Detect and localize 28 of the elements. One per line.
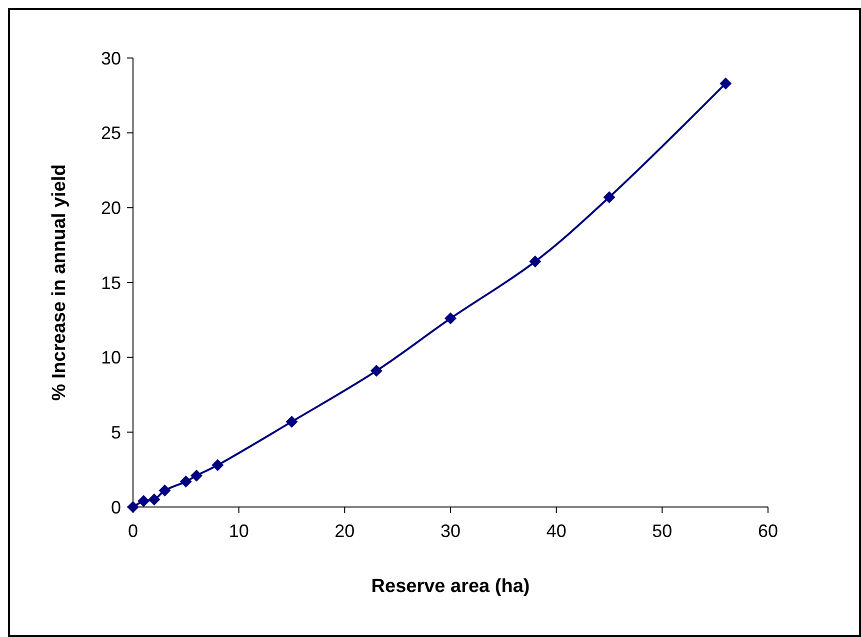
x-tick-label: 0 bbox=[128, 521, 138, 541]
y-tick-label: 5 bbox=[110, 422, 121, 442]
x-tick-label: 30 bbox=[440, 521, 461, 541]
y-tick-label: 10 bbox=[100, 348, 121, 368]
y-tick-label: 0 bbox=[110, 497, 121, 518]
point bbox=[180, 476, 192, 488]
point bbox=[720, 77, 732, 90]
point bbox=[148, 494, 160, 506]
point bbox=[138, 495, 150, 508]
point bbox=[286, 416, 298, 428]
y-axis-title: % Increase in annual yield bbox=[49, 164, 70, 401]
y-tick-label: 25 bbox=[100, 123, 121, 144]
point bbox=[370, 364, 382, 377]
point bbox=[212, 459, 224, 472]
x-axis-title: Reserve area (ha) bbox=[371, 576, 530, 597]
x-tick-label: 60 bbox=[758, 521, 778, 541]
point bbox=[190, 470, 202, 482]
point bbox=[444, 312, 456, 324]
x-tick-label: 40 bbox=[546, 521, 566, 541]
point bbox=[529, 256, 542, 268]
y-tick-label: 20 bbox=[100, 198, 121, 218]
x-tick-label: 20 bbox=[334, 521, 355, 541]
x-tick-label: 10 bbox=[228, 521, 249, 541]
point bbox=[158, 484, 171, 497]
y-tick-label: 15 bbox=[100, 272, 121, 293]
point bbox=[603, 191, 616, 204]
y-tick-label: 30 bbox=[100, 48, 121, 68]
x-tick-label: 50 bbox=[652, 521, 672, 541]
